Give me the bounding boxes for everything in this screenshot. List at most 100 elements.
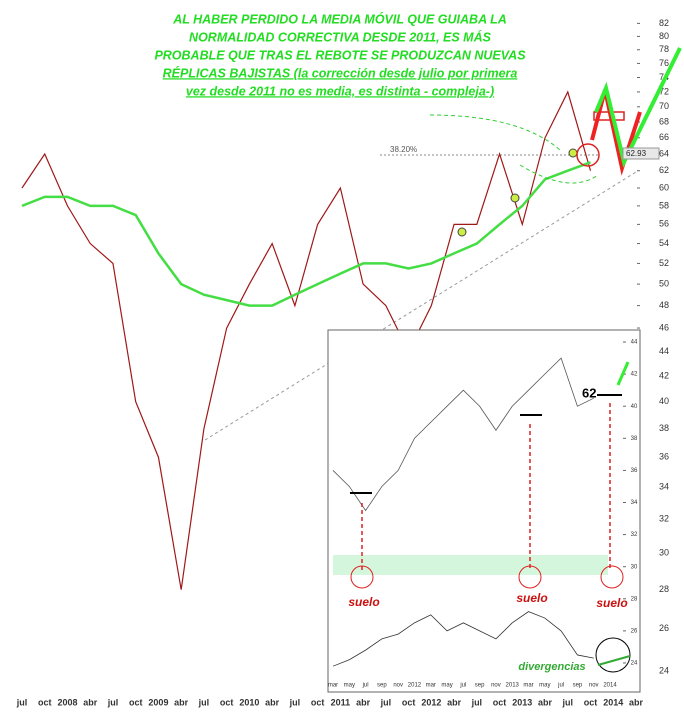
x-tick-label: mar [426,683,436,689]
x-tick-label: abr [265,697,280,707]
y-tick-label: 36 [659,452,669,462]
trend-line [204,171,637,441]
annotation: vez desde 2011 no es media, es distinta … [186,84,494,98]
y-tick-label: 42 [659,370,669,380]
x-tick-label: may [539,683,550,689]
annotation: AL HABER PERDIDO LA MEDIA MÓVIL QUE GUIA… [172,11,507,26]
highlight [350,565,374,589]
x-tick-label: abr [83,697,98,707]
x-tick-label: may [441,683,452,689]
y-tick-label: 44 [631,340,638,346]
y-tick-label: 76 [659,58,669,68]
x-tick-label: jul [107,697,119,707]
y-tick-label: 64 [659,148,669,158]
floor-label: suelo [596,596,627,610]
y-tick-label: 34 [659,482,669,492]
touch-point [510,193,520,203]
x-tick-label: jul [198,697,210,707]
annotations: AL HABER PERDIDO LA MEDIA MÓVIL QUE GUIA… [154,11,682,237]
inset-frame [327,329,641,693]
x-tick-label: jul [557,683,564,689]
x-tick-label: sep [377,683,387,689]
y-tick-label: 70 [659,101,669,111]
projection [594,47,682,168]
x-tick-label: oct [584,697,598,707]
projection [590,89,642,176]
divergence-line [597,655,631,666]
x-tick-label: 2008 [57,697,77,707]
x-tick-label: 2013 [512,697,532,707]
floor-label: suelo [516,591,547,605]
price-box [622,147,660,160]
y-tick-label: 42 [631,372,638,378]
annotation: PROBABLE QUE TRAS EL REBOTE SE PRODUZCAN… [154,48,526,62]
y-tick-label: 58 [659,200,669,210]
x-tick-label: may [344,683,355,689]
x-tick-label: jul [289,697,301,707]
x-tick-label: oct [129,697,143,707]
y-tick-label: 32 [659,514,669,524]
y-tick-label: 30 [631,564,638,570]
x-tick-label: 2010 [239,697,259,707]
series-line [21,161,591,307]
highlight [595,637,631,673]
x-tick-label: oct [220,697,234,707]
x-tick-label: jul [562,697,574,707]
x-tick-label: 2014 [603,697,623,707]
y-tick-label: 78 [659,44,669,54]
main-chart: 24 26 28 30 32 34 36 38 40 42 44 46 48 50 52 54 56 58 60 62… [16,18,669,708]
inset-annotations: 62 suelo suelo suelo divergencias [348,361,631,673]
floor-label: suelo [348,595,379,609]
y-tick-label: 40 [631,404,638,410]
y-tick-label: 38 [631,436,638,442]
x-tick-label: oct [311,697,325,707]
x-tick-label: nov [589,683,599,689]
x-tick-label: jul [459,683,466,689]
x-tick-label: 2009 [148,697,168,707]
y-tick-label: 26 [659,623,669,633]
level-label: 62 [582,385,596,400]
x-tick-label: oct [402,697,416,707]
x-tick-label: abr [356,697,371,707]
y-tick-label: 26 [631,628,638,634]
y-tick-label: 56 [659,219,669,229]
touch-point [568,148,578,158]
y-tick-label: 24 [631,661,638,667]
y-tick-label: 24 [659,665,669,675]
y-tick-label: 80 [659,31,669,41]
annotation: RÉPLICAS BAJISTAS (la corrección desde j… [163,65,518,80]
y-tick-label: 28 [631,596,638,602]
x-tick-label: mar [328,683,338,689]
x-tick-label: abr [447,697,462,707]
series-line [332,611,594,667]
y-tick-label: 82 [659,18,669,28]
x-tick-label: mar [523,683,533,689]
highlight [518,565,542,589]
x-tick-label: oct [38,697,52,707]
x-tick-label: jul [380,697,392,707]
y-tick-label: 40 [659,396,669,406]
x-tick-label: nov [393,683,403,689]
y-tick-label: 60 [659,182,669,192]
series-line [332,357,594,512]
divergence-label: divergencias [518,661,585,673]
y-tick-label: 50 [659,278,669,288]
x-tick-label: abr [629,697,644,707]
y-tick-label: 30 [659,548,669,558]
x-tick-label: 2013 [506,683,520,689]
y-tick-label: 38 [659,423,669,433]
x-tick-label: abr [538,697,553,707]
x-tick-label: nov [491,683,501,689]
touch-point [457,227,467,237]
y-tick-label: 68 [659,116,669,126]
y-tick-label: 72 [659,86,669,96]
y-tick-label: 28 [659,584,669,594]
highlight [600,565,624,589]
x-tick-label: oct [493,697,507,707]
x-tick-label: sep [475,683,485,689]
annotation: NORMALIDAD CORRECTIVA DESDE 2011, ES MÁS [189,29,492,44]
oscillator-band [333,555,608,575]
level-label: 38.20% [390,145,417,154]
arrow [429,114,561,151]
